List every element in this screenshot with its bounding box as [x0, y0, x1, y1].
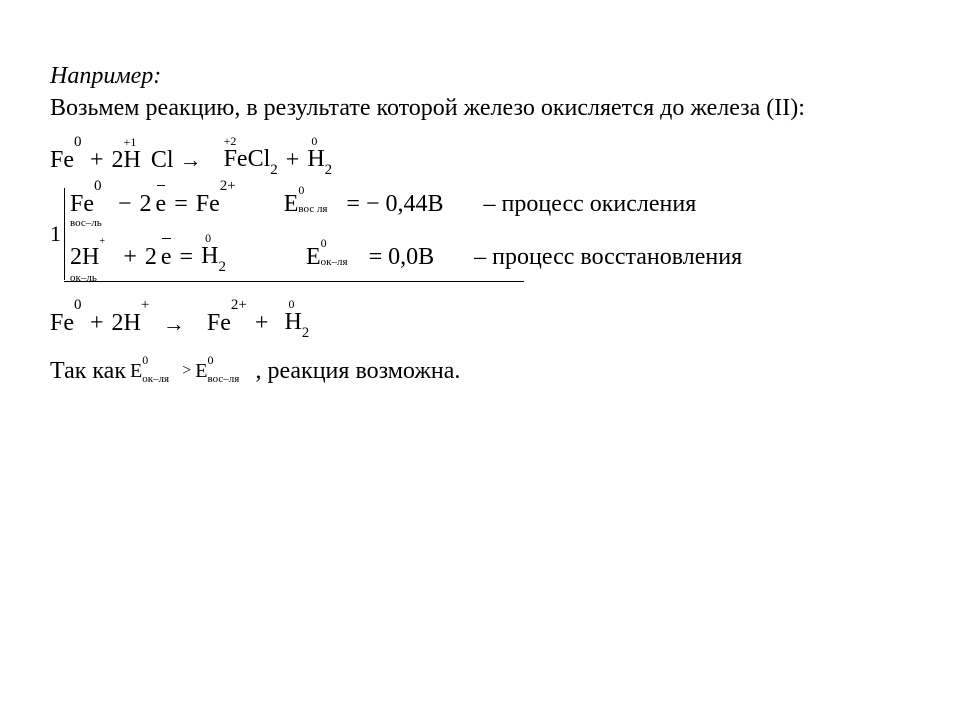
eq1-fecl: FeCl: [224, 146, 271, 172]
eq2-h2-ox: 0: [288, 296, 294, 312]
r2-desc: – процесс восстановления: [474, 241, 742, 273]
concl-E1-sub: ок–ля: [142, 372, 169, 387]
half-hr: [64, 281, 524, 282]
eq1-fe-sup: 0: [74, 132, 82, 152]
eq2-2hp-sym: 2H: [112, 310, 141, 336]
concl-E1-letter: E: [130, 360, 142, 382]
eq1-2hcl: 2H+1 Cl: [112, 144, 174, 176]
r1-E-letter: E: [284, 191, 299, 217]
concl-E1: E 0 ок–ля: [130, 358, 142, 385]
r2-under: ок–ль: [70, 273, 910, 284]
eq2-fe0-sup: 0: [74, 295, 82, 315]
eq2-fe2p-sym: Fe: [207, 310, 231, 336]
r2-E: E 0 ок–ля: [306, 241, 321, 273]
concl-post: , реакция возможна.: [255, 355, 460, 387]
intro-text: Возьмем реакцию, в результате которой же…: [50, 92, 830, 124]
r1-fe0-sup: 0: [94, 176, 102, 196]
half-row-1: Fe0 − 2 e = Fe2+ E 0 вос л: [70, 188, 910, 228]
eq2-h2: 0 H2: [284, 306, 309, 341]
eq1-h2-sub: 2: [325, 162, 333, 178]
r2-eq: =: [180, 241, 194, 273]
eq1-plus2: +: [286, 144, 300, 176]
r1-desc: – процесс окисления: [484, 188, 697, 220]
eq1-feprod-ox: +2: [224, 133, 237, 149]
r2-E-letter: E: [306, 244, 321, 270]
concl-E1-sup: 0: [142, 352, 148, 368]
conclusion: Так как E 0 ок–ля > E 0 вос–ля , реакция…: [50, 355, 910, 387]
r1-E-val: = − 0,44В: [346, 188, 443, 220]
r2-h2-sym: H: [201, 243, 218, 269]
eq1-fecl-sub: 2: [270, 162, 278, 178]
concl-E2-sub: вос–ля: [207, 372, 239, 387]
eq1-fecl2: +2 FeCl2: [224, 143, 278, 178]
r2-E-val: = 0,0В: [369, 241, 435, 273]
equation-1: Fe0 + 2H+1 Cl → +2 FeCl2 + 0 H2: [50, 143, 910, 178]
eq2-arrow: →: [157, 309, 191, 339]
r2-2hp-sym: 2H: [70, 244, 99, 270]
concl-gt: >: [182, 360, 191, 382]
r1-e: e: [156, 188, 167, 220]
half-vbar: [64, 188, 65, 280]
r2-ecoef: 2: [145, 241, 157, 273]
concl-E2-letter: E: [195, 360, 207, 382]
eq1-fe-sym: Fe: [50, 147, 74, 173]
eq2-fe0: Fe0: [50, 307, 74, 339]
r1-E-sub: вос ля: [298, 202, 327, 217]
r1-fe0: Fe0: [70, 188, 94, 220]
eq1-h2: 0 H2: [307, 143, 332, 178]
eq2-plus2: +: [255, 307, 269, 339]
eq1-h: H: [124, 147, 141, 173]
r2-h2-ox: 0: [205, 230, 211, 246]
r1-fe2p-sup: 2+: [220, 176, 236, 196]
eq2-h2-sym: H: [284, 309, 301, 335]
r2-2hp: 2H+: [70, 241, 99, 273]
r2-E-sup: 0: [321, 235, 327, 251]
eq1-cl: Cl: [151, 147, 174, 173]
r1-fe2p: Fe2+: [196, 188, 220, 220]
concl-E2: E 0 вос–ля: [195, 358, 207, 385]
eq1-h2-ox: 0: [311, 133, 317, 149]
eq2-2hp: 2H+: [112, 307, 141, 339]
eq1-h-ox: +1: [124, 134, 137, 150]
r1-ecoef: 2: [140, 188, 152, 220]
r2-E-sub: ок–ля: [321, 255, 348, 270]
half-coef: 1: [50, 219, 61, 249]
r2-e: e: [161, 241, 172, 273]
concl-pre: Так как: [50, 355, 126, 387]
heading: Например:: [50, 60, 910, 92]
half-row-2: 2H+ + 2 e = 0 H2 E: [70, 240, 910, 280]
eq1-arrow: →: [174, 145, 208, 175]
r2-h2: 0 H2: [201, 240, 226, 275]
eq2-plus1: +: [90, 307, 104, 339]
r2-h2-sub: 2: [218, 259, 226, 275]
r1-fe2p-sym: Fe: [196, 191, 220, 217]
r2-2hp-sup: +: [99, 235, 105, 249]
concl-E2-sup: 0: [207, 352, 213, 368]
r1-eq: =: [174, 188, 188, 220]
r1-E: E 0 вос ля: [284, 188, 299, 220]
eq2-fe2p: Fe2+: [207, 307, 231, 339]
r1-E-sup: 0: [298, 182, 304, 198]
eq1-h2-sym: H: [307, 146, 324, 172]
eq1-fe: Fe0: [50, 144, 74, 176]
eq1-plus: +: [90, 144, 104, 176]
eq2-h2-sub: 2: [302, 325, 310, 341]
eq2-fe2p-sup: 2+: [231, 295, 247, 315]
eq2-2hp-sup: +: [141, 295, 149, 315]
r1-fe0-sym: Fe: [70, 191, 94, 217]
equation-2: Fe0 + 2H+ → Fe2+ + 0 H2: [50, 306, 910, 341]
half-reaction-block: 1 Fe0 − 2 e = Fe2+: [50, 188, 910, 280]
r1-minus: −: [118, 188, 132, 220]
r2-plus: +: [123, 241, 137, 273]
eq1-two: 2: [112, 147, 124, 173]
eq2-fe0-sym: Fe: [50, 310, 74, 336]
